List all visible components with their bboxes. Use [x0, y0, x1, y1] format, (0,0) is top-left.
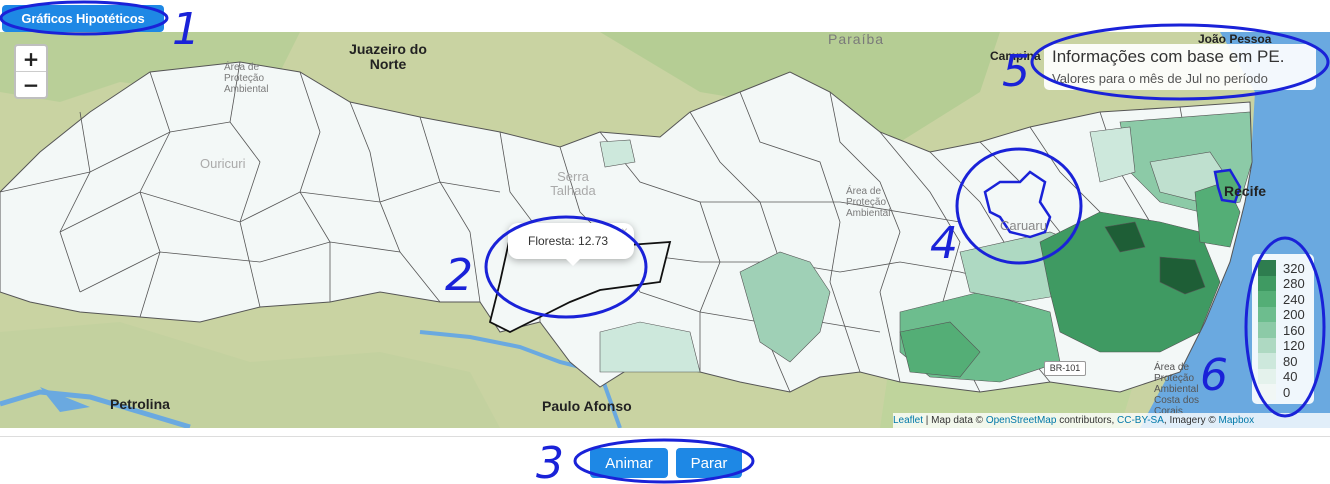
legend-row: 200: [1258, 306, 1305, 323]
legend-label: 120: [1283, 338, 1305, 353]
info-subtitle: Valores para o mês de Jul no período: [1052, 71, 1268, 86]
attr-text-2: contributors,: [1056, 415, 1118, 426]
legend-row: 80: [1258, 353, 1297, 369]
legend-label: 240: [1283, 291, 1305, 307]
legend-label: 40: [1283, 369, 1298, 384]
place-caruaru: Caruaru: [1000, 218, 1047, 233]
mapbox-link[interactable]: Mapbox: [1218, 415, 1255, 426]
legend-row: 320: [1258, 260, 1305, 276]
legend-label: 200: [1283, 307, 1305, 322]
legend-row: 0: [1258, 384, 1290, 400]
place-area-protecao-1: Área de Proteção Ambiental: [224, 62, 269, 95]
annotation-number-3: 3: [536, 438, 564, 484]
place-juazeiro: Juazeiro do Norte: [349, 41, 427, 72]
info-title: Informações com base em PE.: [1052, 47, 1285, 66]
place-recife: Recife: [1224, 183, 1267, 199]
popup-close-icon[interactable]: ×: [620, 224, 628, 238]
road-shield: BR-101: [1044, 361, 1086, 376]
attribution: Leaflet | Map data © OpenStreetMap contr…: [893, 413, 1330, 428]
zoom-in-button[interactable]: +: [22, 46, 40, 71]
info-panel: Informações com base em PE. Valores para…: [1044, 44, 1316, 90]
popup-text: Floresta: 12.73: [528, 234, 609, 248]
legend-row: 280: [1258, 275, 1305, 292]
zoom-control: + −: [14, 44, 48, 99]
legend-swatch: [1258, 384, 1276, 400]
map-container[interactable]: + − Juazeiro do Norte Paraíba Campina Jo…: [0, 32, 1330, 428]
popup-tip: [564, 257, 582, 266]
legend-row: 40: [1258, 368, 1298, 385]
legend-swatch: [1258, 368, 1276, 385]
map-tiles: [0, 32, 1330, 428]
legend-label: 80: [1283, 353, 1298, 369]
legend-swatch: [1258, 275, 1276, 292]
license-link[interactable]: CC-BY-SA: [1117, 415, 1164, 426]
legend-label: 280: [1283, 276, 1305, 291]
zoom-out-button[interactable]: −: [16, 71, 46, 97]
legend-swatch: [1258, 322, 1276, 338]
legend-row: 120: [1258, 337, 1305, 354]
place-area-protecao-3: Área de Proteção Ambiental Costa dos Cor…: [1154, 362, 1200, 417]
attr-text-3: , Imagery ©: [1163, 415, 1219, 426]
legend-label: 320: [1283, 260, 1305, 276]
osm-link[interactable]: OpenStreetMap: [985, 415, 1057, 426]
legend-swatch: [1258, 291, 1276, 307]
legend-label: 160: [1283, 322, 1305, 338]
legend-swatch: [1258, 353, 1276, 369]
place-petrolina: Petrolina: [110, 396, 170, 412]
place-ouricuri: Ouricuri: [200, 156, 246, 171]
divider: [0, 436, 1330, 437]
place-area-protecao-2: Área de Proteção Ambiental: [846, 186, 891, 219]
legend-row: 160: [1258, 322, 1305, 338]
hypothetical-charts-button[interactable]: Gráficos Hipotéticos: [2, 5, 164, 32]
place-paraiba: Paraíba: [828, 32, 885, 47]
stop-button[interactable]: Parar: [676, 448, 742, 478]
legend-swatch: [1258, 306, 1276, 323]
legend-label: 0: [1283, 384, 1291, 400]
animate-button[interactable]: Animar: [590, 448, 668, 478]
legend: 320 280 240 200 160 120 80 40 0: [1252, 254, 1314, 404]
municipality-popup: Floresta: 12.73 ×: [508, 223, 634, 266]
place-campina: Campina: [990, 49, 1041, 63]
place-serra-talhada: Serra Talhada: [550, 169, 596, 198]
attr-text-1: | Map data ©: [923, 415, 986, 426]
leaflet-link[interactable]: Leaflet: [893, 415, 924, 426]
place-paulo-afonso: Paulo Afonso: [542, 398, 632, 414]
legend-swatch: [1258, 260, 1276, 276]
legend-row: 240: [1258, 291, 1305, 307]
legend-swatch: [1258, 337, 1276, 354]
